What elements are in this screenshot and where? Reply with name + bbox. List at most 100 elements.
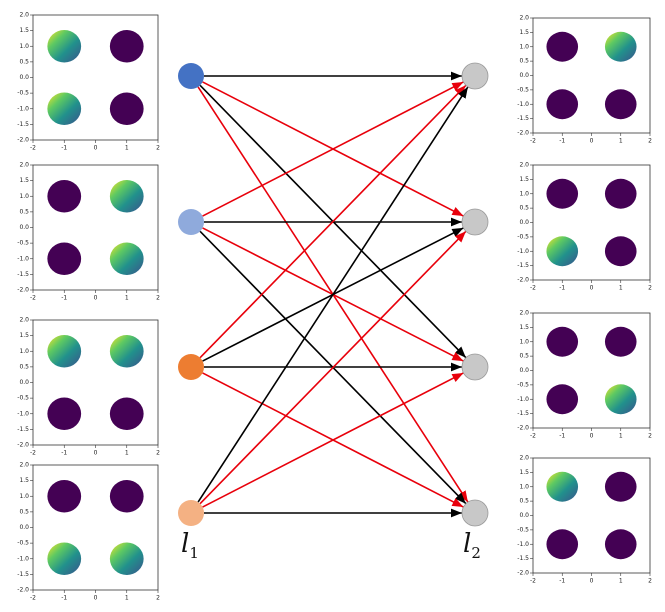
cluster [604, 31, 637, 62]
y-tick-label: 1.5 [19, 27, 29, 34]
y-tick-label: -1.5 [17, 121, 29, 128]
y-tick-label: 0.0 [19, 379, 29, 386]
y-tick-label: 0.5 [19, 58, 29, 65]
y-tick-label: 1.0 [19, 348, 29, 355]
y-tick-label: -2.0 [517, 130, 529, 137]
scatter-plot: 2.0 1.5 1.0 0.5 0.0 -0.5 -1.0 -1.5 -2.0-2 -1 0 1 2 [17, 12, 160, 152]
cluster [604, 384, 637, 415]
y-tick-label: -1.0 [17, 105, 29, 112]
cluster [546, 384, 579, 415]
y-tick-label: -2.0 [517, 425, 529, 432]
plot-frame [32, 14, 159, 141]
x-tick-label: 1 [619, 285, 623, 292]
cluster [546, 89, 579, 120]
x-tick-label: 2 [648, 578, 652, 585]
y-tick-label: -0.5 [17, 90, 29, 97]
scatter-plot: 2.0 1.5 1.0 0.5 0.0 -0.5 -1.0 -1.5 -2.0-2 -1 0 1 2 [517, 15, 652, 145]
y-tick-label: -0.5 [17, 395, 29, 402]
layer-subscript: 2 [471, 544, 481, 562]
input-node [178, 500, 204, 526]
x-tick-label: 0 [590, 578, 594, 585]
x-tick-label: -2 [530, 433, 536, 440]
output-node [461, 62, 489, 90]
cluster [604, 326, 637, 357]
y-tick-label: 0.5 [519, 58, 529, 65]
y-tick-label: -1.0 [517, 101, 529, 108]
y-tick-label: 2.0 [519, 15, 529, 22]
input-node [178, 63, 204, 89]
cluster [546, 236, 579, 267]
y-tick-label: 1.0 [519, 190, 529, 197]
y-tick-label: -2.0 [517, 570, 529, 577]
y-tick-label: 0.0 [519, 219, 529, 226]
x-tick-label: 2 [156, 295, 160, 302]
y-tick-label: -0.5 [517, 381, 529, 388]
y-tick-label: -2.0 [17, 442, 29, 449]
y-tick-label: 0.5 [519, 353, 529, 360]
y-tick-label: -1.0 [517, 248, 529, 255]
x-tick-label: 0 [94, 595, 98, 602]
x-tick-label: -2 [30, 295, 36, 302]
layer-subscript: 1 [189, 544, 199, 562]
y-tick-label: -0.5 [517, 86, 529, 93]
y-tick-label: 1.0 [19, 193, 29, 200]
y-tick-label: -1.0 [17, 410, 29, 417]
y-tick-label: -0.5 [17, 240, 29, 247]
cluster [109, 480, 144, 513]
x-tick-label: -2 [30, 595, 36, 602]
edge [202, 81, 464, 217]
cluster [47, 30, 82, 63]
y-tick-label: 1.0 [519, 483, 529, 490]
x-tick-label: -2 [530, 138, 536, 145]
x-tick-label: -1 [559, 578, 565, 585]
cluster [47, 480, 82, 513]
y-tick-label: 0.5 [519, 205, 529, 212]
cluster [109, 242, 144, 275]
y-tick-label: 0.0 [19, 524, 29, 531]
x-tick-label: 1 [619, 138, 623, 145]
y-tick-label: 2.0 [19, 162, 29, 169]
cluster [604, 178, 637, 209]
y-tick-label: 1.0 [519, 43, 529, 50]
scatter-plot: 2.0 1.5 1.0 0.5 0.0 -0.5 -1.0 -1.5 -2.0-2 -1 0 1 2 [517, 310, 652, 440]
x-tick-label: -1 [61, 295, 67, 302]
y-tick-label: 1.5 [19, 177, 29, 184]
y-tick-label: 0.5 [19, 508, 29, 515]
y-tick-label: -0.5 [517, 526, 529, 533]
edge [202, 372, 464, 508]
y-tick-label: 1.5 [519, 176, 529, 183]
x-tick-label: 2 [648, 285, 652, 292]
y-tick-label: -1.5 [517, 115, 529, 122]
x-tick-label: 2 [156, 145, 160, 152]
plot-frame [532, 457, 651, 574]
cluster [47, 180, 82, 213]
plot-frame [532, 164, 651, 281]
edge [197, 86, 469, 503]
x-tick-label: 0 [94, 145, 98, 152]
x-tick-label: 1 [125, 145, 129, 152]
cluster [109, 335, 144, 368]
x-tick-label: 0 [590, 138, 594, 145]
x-tick-label: -1 [559, 138, 565, 145]
cluster [47, 397, 82, 430]
x-tick-label: 1 [619, 433, 623, 440]
y-tick-label: -0.5 [17, 540, 29, 547]
cluster [109, 180, 144, 213]
cluster [546, 471, 579, 502]
y-tick-label: 0.5 [519, 498, 529, 505]
x-tick-label: 1 [125, 295, 129, 302]
y-tick-label: -2.0 [17, 137, 29, 144]
y-tick-label: -1.0 [17, 555, 29, 562]
x-tick-label: 1 [125, 595, 129, 602]
y-tick-label: 2.0 [519, 310, 529, 317]
cluster [47, 92, 82, 125]
x-tick-label: -1 [61, 145, 67, 152]
x-tick-label: 2 [156, 450, 160, 457]
cluster [109, 542, 144, 575]
edges [197, 71, 469, 518]
y-tick-label: -2.0 [517, 277, 529, 284]
x-tick-label: -2 [30, 450, 36, 457]
scatter-plot: 2.0 1.5 1.0 0.5 0.0 -0.5 -1.0 -1.5 -2.0-2 -1 0 1 2 [17, 162, 160, 302]
y-tick-label: 1.5 [519, 324, 529, 331]
